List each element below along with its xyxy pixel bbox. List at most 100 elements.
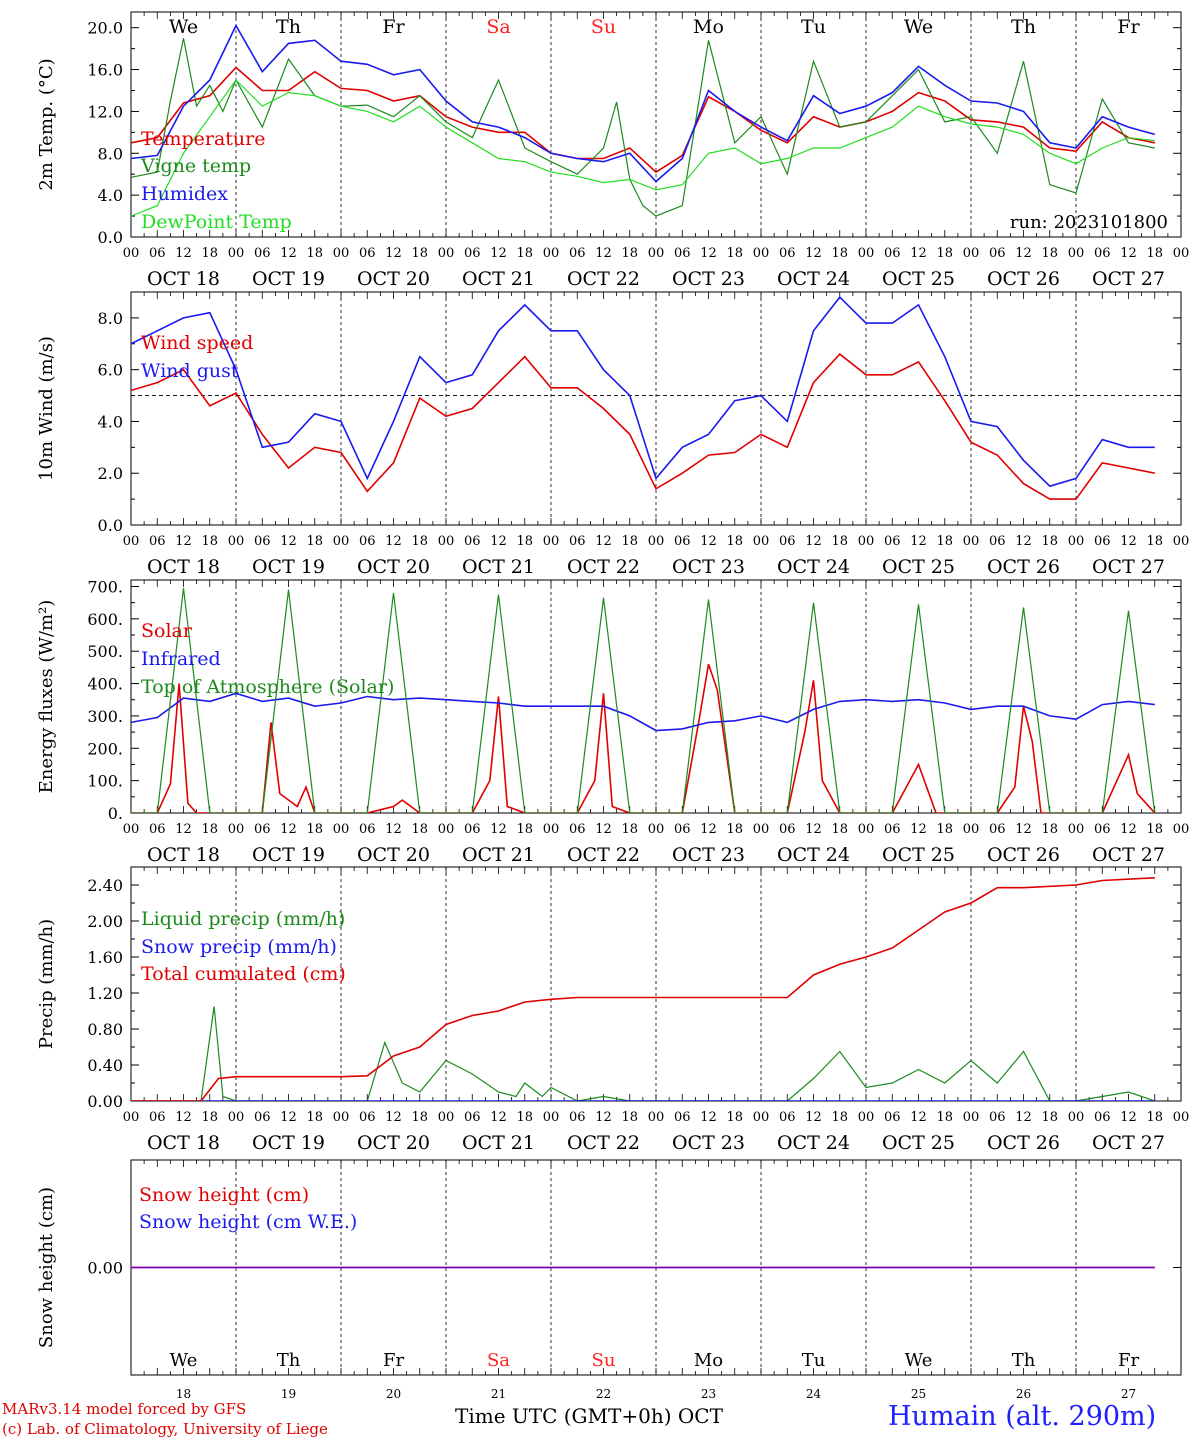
hour-tick-label: 06 <box>464 1110 481 1125</box>
hour-tick-label: 00 <box>753 1110 770 1125</box>
hour-tick-label: 06 <box>779 534 796 549</box>
hour-tick-label: 00 <box>753 246 770 261</box>
hour-tick-label: 06 <box>989 246 1006 261</box>
hour-tick-label: 12 <box>1120 822 1137 837</box>
hour-tick-label: 06 <box>674 822 691 837</box>
hour-tick-label: 00 <box>438 246 455 261</box>
hour-tick-label: 12 <box>910 822 927 837</box>
legend-entry: Total cumulated (cm) <box>141 963 346 985</box>
hour-tick-label: 00 <box>123 1110 140 1125</box>
hour-tick-label: 06 <box>1094 246 1111 261</box>
hour-tick-label: 18 <box>411 1110 428 1125</box>
hour-tick-label: 12 <box>595 1110 612 1125</box>
date-label: OCT 27 <box>1092 268 1165 290</box>
y-tick-label: 8.0 <box>98 144 123 163</box>
hour-tick-label: 06 <box>359 534 376 549</box>
date-label: OCT 19 <box>252 1132 325 1154</box>
hour-tick-label: 00 <box>648 534 665 549</box>
weekday-label: Th <box>1012 1350 1036 1371</box>
hour-tick-label: 00 <box>123 246 140 261</box>
weekday-label: Su <box>592 1350 616 1371</box>
hour-tick-label: 12 <box>1120 246 1137 261</box>
hour-tick-label: 12 <box>1120 1110 1137 1125</box>
hour-tick-label: 12 <box>385 246 402 261</box>
legend-entry: Top of Atmosphere (Solar) <box>141 676 394 698</box>
series-line-humidex <box>131 23 1156 183</box>
date-label: OCT 27 <box>1092 1132 1165 1154</box>
y-axis-label: Precip (mm/h) <box>36 919 57 1049</box>
hour-tick-label: 00 <box>438 534 455 549</box>
y-tick-label: 20.0 <box>87 19 123 38</box>
y-tick-label: 500. <box>87 642 123 661</box>
hour-tick-label: 00 <box>228 1110 245 1125</box>
day-number-label: 23 <box>701 1387 716 1401</box>
date-label: OCT 27 <box>1092 556 1165 578</box>
y-tick-label: 1.60 <box>87 948 123 967</box>
hour-tick-label: 18 <box>516 1110 533 1125</box>
hour-tick-label: 18 <box>516 822 533 837</box>
hour-tick-label: 06 <box>884 534 901 549</box>
run-label: run: 2023101800 <box>1010 212 1168 233</box>
hour-tick-label: 18 <box>621 1110 638 1125</box>
hour-tick-label: 18 <box>936 246 953 261</box>
hour-tick-label: 12 <box>1015 534 1032 549</box>
hour-tick-label: 18 <box>831 534 848 549</box>
hour-tick-label: 06 <box>254 1110 271 1125</box>
hour-tick-label: 18 <box>306 534 323 549</box>
date-label: OCT 23 <box>672 844 745 866</box>
legend-entry: Snow height (cm W.E.) <box>139 1211 357 1233</box>
hour-tick-label: 18 <box>621 534 638 549</box>
day-number-label: 21 <box>491 1387 506 1401</box>
hour-tick-label: 12 <box>175 822 192 837</box>
hour-tick-label: 18 <box>1041 534 1058 549</box>
hour-tick-label: 06 <box>254 822 271 837</box>
hour-tick-label: 12 <box>805 1110 822 1125</box>
hour-tick-label: 18 <box>201 822 218 837</box>
y-tick-label: 100. <box>87 772 123 791</box>
weekday-label: Mo <box>693 16 724 38</box>
hour-tick-label: 06 <box>1094 534 1111 549</box>
y-tick-label: 700. <box>87 577 123 596</box>
hour-tick-label: 06 <box>884 822 901 837</box>
hour-tick-label: 00 <box>543 1110 560 1125</box>
day-number-label: 18 <box>176 1387 191 1401</box>
hour-tick-label: 18 <box>936 822 953 837</box>
legend-entry: Snow precip (mm/h) <box>141 936 337 958</box>
day-number-label: 27 <box>1121 1387 1136 1401</box>
hour-tick-label: 06 <box>989 822 1006 837</box>
hour-tick-label: 00 <box>543 534 560 549</box>
hour-tick-label: 00 <box>963 246 980 261</box>
weekday-label: Th <box>276 16 301 38</box>
hour-tick-label: 06 <box>884 1110 901 1125</box>
y-tick-label: 200. <box>87 739 123 758</box>
hour-tick-label: 12 <box>1015 822 1032 837</box>
hour-tick-label: 18 <box>936 1110 953 1125</box>
hour-tick-label: 12 <box>700 1110 717 1125</box>
hour-tick-label: 06 <box>359 822 376 837</box>
hour-tick-label: 06 <box>779 246 796 261</box>
hour-tick-label: 00 <box>228 822 245 837</box>
model-credit: MARv3.14 model forced by GFS <box>2 1400 247 1418</box>
hour-tick-label: 18 <box>411 822 428 837</box>
hour-tick-label: 12 <box>910 246 927 261</box>
hour-tick-label: 12 <box>595 534 612 549</box>
hour-tick-label: 18 <box>621 822 638 837</box>
y-tick-label: 2.00 <box>87 912 123 931</box>
date-label: OCT 23 <box>672 556 745 578</box>
hour-tick-label: 12 <box>490 1110 507 1125</box>
day-number-label: 20 <box>386 1387 401 1401</box>
hour-tick-label: 18 <box>1041 822 1058 837</box>
day-number-label: 24 <box>806 1387 822 1401</box>
hour-tick-label: 00 <box>1173 246 1190 261</box>
hour-tick-label: 12 <box>385 534 402 549</box>
hour-tick-label: 12 <box>175 534 192 549</box>
legend-entry: Solar <box>141 620 193 642</box>
hour-tick-label: 06 <box>359 246 376 261</box>
date-label: OCT 23 <box>672 268 745 290</box>
weekday-label: Fr <box>382 16 405 38</box>
weekday-label: Sa <box>486 16 510 38</box>
hour-tick-label: 06 <box>569 534 586 549</box>
hour-tick-label: 12 <box>805 246 822 261</box>
panel-frame <box>130 11 1182 238</box>
y-tick-label: 0.00 <box>87 1259 123 1278</box>
